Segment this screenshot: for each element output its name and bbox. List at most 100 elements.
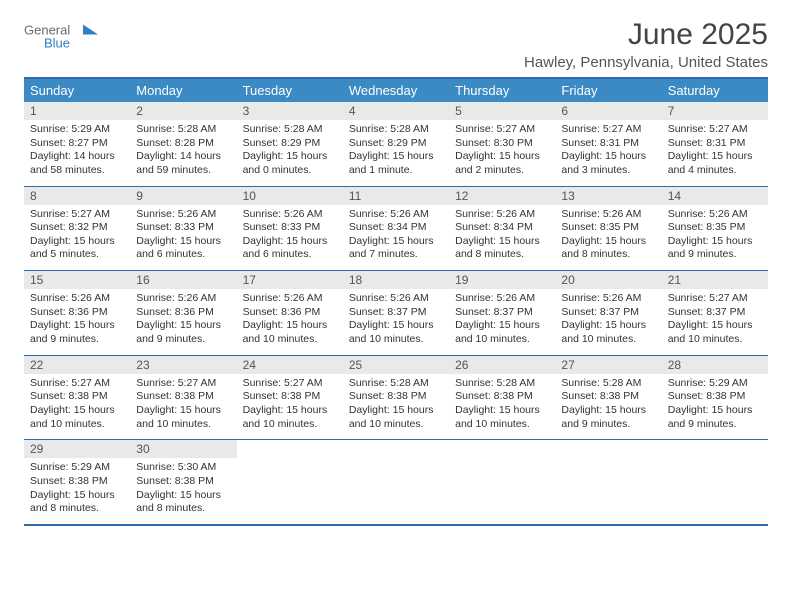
day-body: Sunrise: 5:27 AMSunset: 8:32 PMDaylight:… [24,205,130,271]
day-cell: 24Sunrise: 5:27 AMSunset: 8:38 PMDayligh… [237,356,343,440]
day-cell [237,440,343,525]
day-cell: 13Sunrise: 5:26 AMSunset: 8:35 PMDayligh… [555,187,661,271]
sunset-line: Sunset: 8:30 PM [455,137,549,151]
day-cell: 19Sunrise: 5:26 AMSunset: 8:37 PMDayligh… [449,271,555,355]
daylight-line: Daylight: 15 hours and 6 minutes. [243,235,337,262]
sunset-line: Sunset: 8:38 PM [30,475,124,489]
day-cell: 11Sunrise: 5:26 AMSunset: 8:34 PMDayligh… [343,187,449,271]
day-number: 24 [237,356,343,374]
day-cell: 30Sunrise: 5:30 AMSunset: 8:38 PMDayligh… [130,440,236,525]
sunrise-line: Sunrise: 5:28 AM [561,377,655,391]
page-title: June 2025 [524,18,768,52]
day-number: 25 [343,356,449,374]
day-cell: 27Sunrise: 5:28 AMSunset: 8:38 PMDayligh… [555,356,661,440]
day-body: Sunrise: 5:27 AMSunset: 8:38 PMDaylight:… [237,374,343,440]
day-body [343,458,449,520]
daylight-line: Daylight: 15 hours and 10 minutes. [30,404,124,431]
sunrise-line: Sunrise: 5:29 AM [30,123,124,137]
daylight-line: Daylight: 15 hours and 8 minutes. [561,235,655,262]
day-cell: 20Sunrise: 5:26 AMSunset: 8:37 PMDayligh… [555,271,661,355]
sunrise-line: Sunrise: 5:26 AM [455,292,549,306]
day-number: 19 [449,271,555,289]
sunset-line: Sunset: 8:38 PM [30,390,124,404]
daylight-line: Daylight: 15 hours and 10 minutes. [243,319,337,346]
weekday-wednesday: Wednesday [343,78,449,102]
day-cell [449,440,555,525]
day-cell: 25 Sunrise: 5:28 AMSunset: 8:38 PMDayligh… [343,356,449,440]
sunset-line: Sunset: 8:38 PM [561,390,655,404]
day-cell: 12Sunrise: 5:26 AMSunset: 8:34 PMDayligh… [449,187,555,271]
header: General Blue June 2025 Hawley, Pennsylva… [24,18,768,71]
sunrise-line: Sunrise: 5:28 AM [349,377,443,391]
day-body: Sunrise: 5:28 AMSunset: 8:28 PMDaylight:… [130,120,236,186]
daylight-line: Daylight: 15 hours and 8 minutes. [30,489,124,516]
day-body: Sunrise: 5:26 AMSunset: 8:37 PMDaylight:… [555,289,661,355]
daylight-line: Daylight: 15 hours and 9 minutes. [668,235,762,262]
day-body: Sunrise: 5:26 AMSunset: 8:33 PMDaylight:… [237,205,343,271]
daylight-line: Daylight: 15 hours and 3 minutes. [561,150,655,177]
day-body: Sunrise: 5:27 AMSunset: 8:31 PMDaylight:… [555,120,661,186]
sunset-line: Sunset: 8:38 PM [668,390,762,404]
day-body: Sunrise: 5:26 AMSunset: 8:34 PMDaylight:… [343,205,449,271]
sunset-line: Sunset: 8:28 PM [136,137,230,151]
day-cell: 3Sunrise: 5:28 AMSunset: 8:29 PMDaylight… [237,102,343,186]
day-body: Sunrise: 5:26 AMSunset: 8:36 PMDaylight:… [24,289,130,355]
sunrise-line: Sunrise: 5:27 AM [30,377,124,391]
day-body: Sunrise: 5:26 AMSunset: 8:37 PMDaylight:… [343,289,449,355]
day-number: 21 [662,271,768,289]
day-cell: 6Sunrise: 5:27 AMSunset: 8:31 PMDaylight… [555,102,661,186]
day-cell: 9Sunrise: 5:26 AMSunset: 8:33 PMDaylight… [130,187,236,271]
day-cell: 1Sunrise: 5:29 AMSunset: 8:27 PMDaylight… [24,102,130,186]
sunset-line: Sunset: 8:34 PM [455,221,549,235]
sunrise-line: Sunrise: 5:27 AM [30,208,124,222]
sunrise-line: Sunrise: 5:27 AM [243,377,337,391]
logo: General Blue [24,18,114,58]
day-cell: 10Sunrise: 5:26 AMSunset: 8:33 PMDayligh… [237,187,343,271]
sunrise-line: Sunrise: 5:30 AM [136,461,230,475]
sunrise-line: Sunrise: 5:26 AM [30,292,124,306]
weekday-header-row: Sunday Monday Tuesday Wednesday Thursday… [24,78,768,102]
sunset-line: Sunset: 8:38 PM [349,390,443,404]
sunset-line: Sunset: 8:37 PM [349,306,443,320]
day-number: 5 [449,102,555,120]
day-number: 8 [24,187,130,205]
sunset-line: Sunset: 8:33 PM [243,221,337,235]
daylight-line: Daylight: 15 hours and 10 minutes. [136,404,230,431]
daylight-line: Daylight: 15 hours and 6 minutes. [136,235,230,262]
day-number: 28 [662,356,768,374]
day-cell: 7Sunrise: 5:27 AMSunset: 8:31 PMDaylight… [662,102,768,186]
weekday-saturday: Saturday [662,78,768,102]
daylight-line: Daylight: 15 hours and 10 minutes. [455,319,549,346]
sunrise-line: Sunrise: 5:28 AM [136,123,230,137]
generalblue-logo-icon: General Blue [24,18,114,58]
day-body: Sunrise: 5:26 AMSunset: 8:36 PMDaylight:… [130,289,236,355]
day-cell: 29Sunrise: 5:29 AMSunset: 8:38 PMDayligh… [24,440,130,525]
daylight-line: Daylight: 15 hours and 10 minutes. [668,319,762,346]
day-number: 7 [662,102,768,120]
sunrise-line: Sunrise: 5:26 AM [136,292,230,306]
day-number: 18 [343,271,449,289]
day-cell: 28Sunrise: 5:29 AMSunset: 8:38 PMDayligh… [662,356,768,440]
daylight-line: Daylight: 15 hours and 2 minutes. [455,150,549,177]
day-number: 10 [237,187,343,205]
weekday-thursday: Thursday [449,78,555,102]
daylight-line: Daylight: 15 hours and 1 minute. [349,150,443,177]
sunset-line: Sunset: 8:35 PM [561,221,655,235]
day-cell: 8Sunrise: 5:27 AMSunset: 8:32 PMDaylight… [24,187,130,271]
sunrise-line: Sunrise: 5:27 AM [136,377,230,391]
day-number: 2 [130,102,236,120]
title-block: June 2025 Hawley, Pennsylvania, United S… [524,18,768,71]
sunrise-line: Sunrise: 5:26 AM [455,208,549,222]
sunrise-line: Sunrise: 5:29 AM [668,377,762,391]
week-row: 15Sunrise: 5:26 AMSunset: 8:36 PMDayligh… [24,271,768,355]
daylight-line: Daylight: 15 hours and 9 minutes. [136,319,230,346]
day-cell: 22Sunrise: 5:27 AMSunset: 8:38 PMDayligh… [24,356,130,440]
day-body: Sunrise: 5:26 AMSunset: 8:37 PMDaylight:… [449,289,555,355]
sunset-line: Sunset: 8:36 PM [136,306,230,320]
day-number: 14 [662,187,768,205]
sunrise-line: Sunrise: 5:27 AM [668,123,762,137]
day-cell: 14Sunrise: 5:26 AMSunset: 8:35 PMDayligh… [662,187,768,271]
daylight-line: Daylight: 15 hours and 10 minutes. [349,404,443,431]
day-number [555,440,661,458]
day-body: Sunrise: 5:29 AMSunset: 8:38 PMDaylight:… [662,374,768,440]
